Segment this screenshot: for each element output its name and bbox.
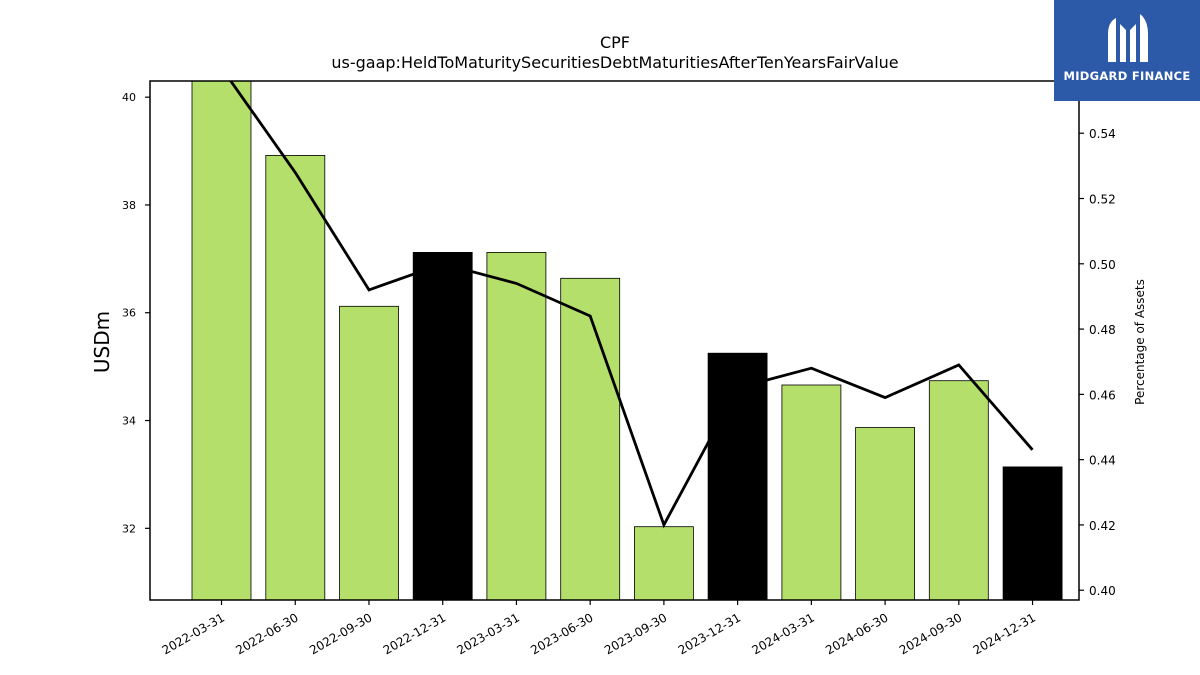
y2-tick-label: 0.50 (1089, 258, 1116, 272)
y2-tick-label: 0.52 (1089, 193, 1116, 207)
y-tick-label: 38 (122, 199, 136, 212)
bar-2022-06-30 (265, 154, 326, 600)
bar-2022-12-31 (412, 251, 473, 600)
x-tick-label: 2022-06-30 (233, 610, 300, 657)
x-axis: 2022-03-31 2022-06-30 2022-09-30 2022-12-31… (160, 600, 1038, 657)
bar-2023-09-30 (634, 526, 694, 600)
y2-tick-label: 0.54 (1089, 127, 1116, 141)
y-tick-label: 40 (122, 91, 136, 104)
bar-2024-03-31 (781, 384, 842, 600)
y2-tick-label: 0.42 (1089, 519, 1116, 533)
bar-2023-06-30 (560, 277, 621, 600)
bar-2024-06-30 (855, 427, 915, 600)
x-tick-label: 2023-03-31 (455, 610, 522, 657)
x-tick-label: 2023-12-31 (676, 610, 743, 657)
x-tick-label: 2022-09-30 (307, 610, 374, 657)
y2-tick-label: 0.48 (1089, 323, 1116, 337)
y2-axis-label: Percentage of Assets (1133, 279, 1147, 405)
bar-2024-09-30 (928, 380, 989, 600)
y2-tick-label: 0.44 (1089, 454, 1116, 468)
x-tick-label: 2022-12-31 (381, 610, 448, 657)
x-tick-label: 2024-12-31 (971, 610, 1038, 657)
left-axis: 32 34 36 38 40 (122, 91, 150, 535)
x-tick-label: 2023-06-30 (528, 610, 595, 657)
x-tick-label: 2024-06-30 (823, 610, 890, 657)
y-axis-label: USDm (90, 311, 114, 373)
x-tick-label: 2024-09-30 (897, 610, 964, 657)
x-tick-label: 2023-09-30 (602, 610, 669, 657)
y2-tick-label: 0.40 (1089, 584, 1116, 598)
bar-2024-12-31 (1002, 466, 1063, 600)
bar-2023-12-31 (707, 352, 768, 600)
y-tick-label: 36 (122, 307, 136, 320)
x-tick-label: 2022-03-31 (160, 610, 227, 657)
y-tick-label: 32 (122, 522, 136, 535)
logo-mark-icon (1108, 14, 1148, 62)
plot-frame (149, 80, 1080, 601)
bar-series (191, 81, 1063, 600)
line-series (229, 81, 1034, 529)
bar-2022-03-31 (191, 81, 252, 600)
chart-subtitle: us-gaap:HeldToMaturitySecuritiesDebtMatu… (331, 53, 898, 72)
y2-tick-label: 0.46 (1089, 388, 1116, 402)
bar-2022-09-30 (339, 305, 399, 600)
brand-logo: MIDGARD FINANCE (1054, 0, 1200, 101)
y-tick-label: 34 (122, 415, 136, 428)
chart-title: CPF (600, 33, 630, 52)
bar-2023-03-31 (486, 251, 547, 600)
brand-name: MIDGARD FINANCE (1063, 69, 1191, 83)
right-axis: 0.40 0.42 0.44 0.46 0.48 0.50 0.52 0.54 (1079, 127, 1116, 598)
x-tick-label: 2024-03-31 (749, 610, 816, 657)
percentage-line (229, 81, 1034, 529)
